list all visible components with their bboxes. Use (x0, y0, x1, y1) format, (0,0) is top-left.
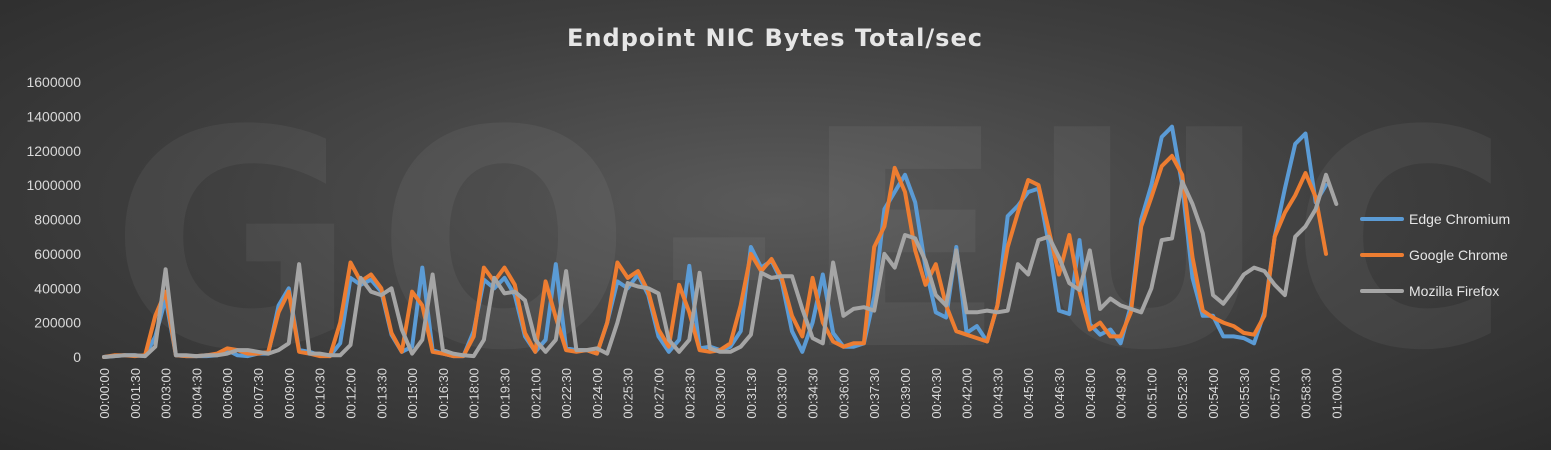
x-tick-label: 00:00:00 (97, 368, 112, 419)
x-tick-label: 00:37:30 (867, 368, 882, 419)
x-tick-label: 00:51:00 (1144, 368, 1159, 419)
x-tick-label: 00:33:00 (775, 368, 790, 419)
x-tick-label: 00:07:30 (251, 368, 266, 419)
legend: Edge Chromium Google Chrome Mozilla Firefo… (1360, 211, 1510, 299)
x-tick-label: 00:42:00 (960, 368, 975, 419)
x-tick-label: 00:04:30 (189, 368, 204, 419)
x-tick-label: 00:45:00 (1021, 368, 1036, 419)
x-tick-label: 00:30:00 (713, 368, 728, 419)
x-tick-label: 00:12:00 (343, 368, 358, 419)
y-tick-label: 1200000 (26, 143, 81, 159)
x-tick-label: 00:58:30 (1298, 368, 1313, 419)
legend-label-google-chrome: Google Chrome (1409, 247, 1508, 263)
x-tick-label: 00:25:30 (621, 368, 636, 419)
x-tick-label: 00:55:30 (1237, 368, 1252, 419)
x-tick-label: 00:06:00 (220, 368, 235, 419)
x-tick-label: 00:22:30 (559, 368, 574, 419)
x-tick-label: 00:34:30 (806, 368, 821, 419)
plot-area (102, 124, 1339, 359)
y-tick-label: 0 (73, 349, 81, 365)
x-tick-label: 00:36:00 (836, 368, 851, 419)
x-tick-label: 00:13:30 (374, 368, 389, 419)
legend-label-edge-chromium: Edge Chromium (1409, 211, 1510, 227)
x-tick-label: 01:00:00 (1329, 368, 1344, 419)
x-tick-label: 00:18:00 (467, 368, 482, 419)
series-line-mozilla-firefox (102, 172, 1339, 359)
x-tick-label: 00:31:30 (744, 368, 759, 419)
x-tick-label: 00:52:30 (1175, 368, 1190, 419)
x-tick-label: 00:40:30 (929, 368, 944, 419)
x-tick-label: 00:46:30 (1052, 368, 1067, 419)
x-tick-label: 00:54:00 (1206, 368, 1221, 419)
x-tick-label: 00:48:00 (1083, 368, 1098, 419)
y-tick-label: 600000 (34, 246, 81, 262)
y-tick-label: 400000 (34, 280, 81, 296)
x-tick-label: 00:01:30 (128, 368, 143, 419)
x-tick-label: 00:57:00 (1268, 368, 1283, 419)
x-axis: 00:00:00 00:01:30 00:03:00 00:04:30 00:06:00… (97, 368, 1344, 419)
x-tick-label: 00:16:30 (436, 368, 451, 419)
x-tick-label: 00:24:00 (590, 368, 605, 419)
x-tick-label: 00:10:30 (313, 368, 328, 419)
x-tick-label: 00:19:30 (497, 368, 512, 419)
legend-label-mozilla-firefox: Mozilla Firefox (1409, 283, 1499, 299)
x-tick-label: 00:21:00 (528, 368, 543, 419)
y-tick-label: 1600000 (26, 74, 81, 90)
x-tick-label: 00:15:00 (405, 368, 420, 419)
y-tick-label: 800000 (34, 212, 81, 228)
x-tick-label: 00:03:00 (159, 368, 174, 419)
chart-title: Endpoint NIC Bytes Total/sec (567, 24, 983, 52)
y-tick-label: 1400000 (26, 108, 81, 124)
x-tick-label: 00:09:00 (282, 368, 297, 419)
y-axis: 0 200000 400000 600000 800000 1000000 1200000 1… (26, 74, 81, 365)
y-tick-label: 200000 (34, 315, 81, 331)
x-tick-label: 00:43:30 (990, 368, 1005, 419)
x-tick-label: 00:49:30 (1114, 368, 1129, 419)
y-tick-label: 1000000 (26, 177, 81, 193)
x-tick-label: 00:28:30 (682, 368, 697, 419)
watermark: GO-EUC (110, 67, 1530, 416)
x-tick-label: 00:27:00 (652, 368, 667, 419)
x-tick-label: 00:39:00 (898, 368, 913, 419)
